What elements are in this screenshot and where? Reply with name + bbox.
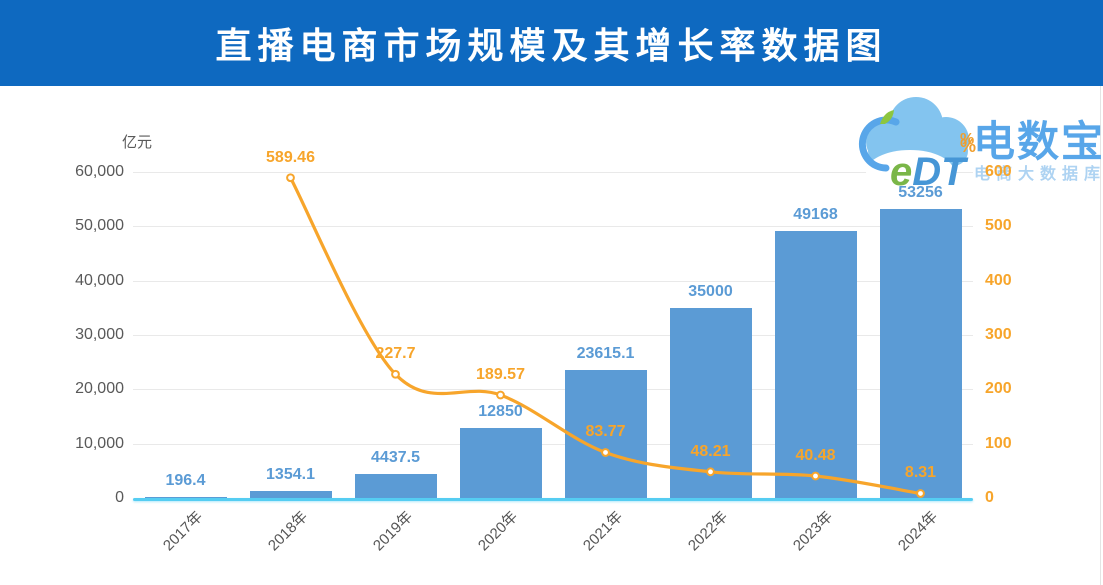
line-value-label: 189.57 [476,366,525,383]
secondary-axis-tick-label: 600 [985,163,1012,180]
x-axis-label: 2021年 [579,508,626,555]
x-axis-label: 2020年 [474,508,521,555]
x-axis-label: 2023年 [789,508,836,555]
x-axis-label: 2024年 [894,508,941,555]
y-axis-tick-label: 40,000 [75,271,124,289]
cloud-logo-icon: eDT % [858,97,976,190]
bar-2022年 [669,307,752,499]
data-point-marker [391,369,400,379]
bar-value-label: 23615.1 [576,344,635,362]
secondary-axis-tick-label: 500 [985,217,1012,235]
bar-2020年 [459,428,542,499]
bar-2019年 [354,473,437,499]
line-value-label: 8.31 [904,464,937,482]
right-axis-unit-label: % [960,131,975,148]
bar-value-label: 4437.5 [371,448,420,466]
secondary-axis-tick-label: 400 [985,271,1012,289]
line-value-label: 589.46 [266,148,315,166]
x-axis-label: 2022年 [684,508,731,555]
y-axis-tick-label: 60,000 [75,163,124,180]
watermark-subtitle-text: 电商大数据库 [974,166,1103,183]
gridline [133,226,973,228]
x-axis-label: 2017年 [159,508,206,555]
page-edge-divider [1100,86,1101,585]
bar-value-label: 12850 [478,403,523,421]
y-axis-tick-label: 20,000 [75,380,124,398]
y-axis-tick-label: 10,000 [75,434,124,452]
left-axis-unit-label: 亿元 [121,134,152,151]
bar-value-label: 49168 [793,205,838,223]
x-axis-label: 2018年 [264,508,311,555]
logo-percent-accent: % [960,136,976,156]
data-point-marker [496,390,505,400]
secondary-axis-tick-label: 300 [985,326,1012,343]
bar-2024年 [879,208,962,499]
data-point-marker [286,173,295,183]
y-axis-tick-label: 0 [115,489,124,506]
secondary-axis-tick-label: 200 [985,380,1012,398]
x-axis-line [133,497,973,501]
y-axis-tick-label: 30,000 [75,326,124,343]
secondary-axis-tick-label: 0 [985,489,994,506]
x-axis-label: 2019年 [369,508,416,555]
watermark: eDT % 电数宝 电商大数据库 [850,88,1103,190]
chart-title: 直播电商市场规模及其增长率数据图 [215,25,888,66]
chart-title-bar: 直播电商市场规模及其增长率数据图 [0,0,1103,86]
bar-value-label: 196.4 [165,471,206,489]
y-axis-tick-label: 50,000 [75,217,124,235]
line-value-label: 40.48 [795,447,836,464]
bar-value-label: 53256 [898,183,943,201]
bar-value-label: 1354.1 [266,465,315,483]
line-value-label: 48.21 [690,442,731,460]
secondary-axis-tick-label: 100 [985,434,1012,452]
gridline [133,172,973,173]
watermark-brand-text: 电数宝 [973,118,1103,165]
bar-value-label: 35000 [688,282,733,300]
line-value-label: 83.77 [585,423,626,441]
line-value-label: 227.7 [375,345,416,363]
